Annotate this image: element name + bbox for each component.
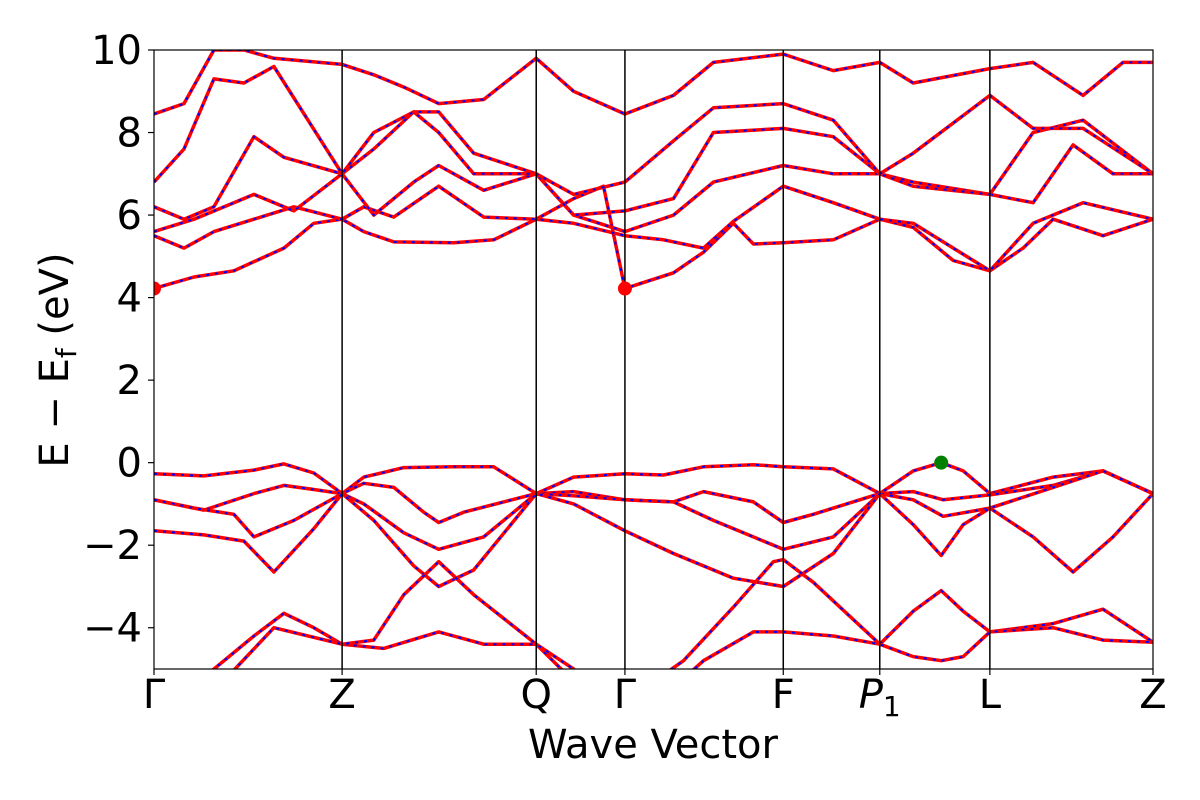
band-2-down (154, 469, 1153, 524)
band-6-down (233, 560, 1153, 669)
y-tick-label: 4 (117, 276, 142, 322)
cbm-marker (617, 281, 632, 296)
band-8-up (154, 184, 1153, 273)
x-tick-label: Γ (143, 672, 166, 718)
y-tick-label: −2 (83, 523, 142, 569)
band-6-up (232, 559, 1153, 669)
x-tick-label: Q (520, 672, 551, 718)
y-tick-label: 8 (117, 111, 142, 157)
x-tick-label-subscript: 1 (883, 690, 901, 723)
band-lines (154, 50, 1153, 669)
x-tick-label: Γ (614, 672, 637, 718)
vbm-marker (934, 455, 949, 470)
cbm-marker-left-edge (154, 281, 161, 296)
y-tick-label: 10 (91, 28, 142, 74)
band-4-up (154, 491, 1153, 589)
x-axis-label: Wave Vector (528, 722, 779, 768)
y-tick-label: −4 (83, 606, 142, 652)
band-12-up (154, 50, 1153, 116)
plot-frame (153, 49, 1154, 670)
y-axis-label-unit: (eV) (32, 252, 78, 348)
y-axis-ticks: −4 −2 0 2 4 6 8 10 (83, 28, 154, 652)
x-tick-label: L (979, 672, 1002, 718)
y-axis-label: E − Ef (eV) (32, 252, 83, 467)
y-tick-label: 0 (117, 441, 142, 487)
extrema-markers (154, 281, 949, 470)
band-11-down (154, 65, 1153, 196)
band-10-up (154, 110, 1153, 221)
band-7-down (154, 185, 1153, 290)
x-axis-ticks: Γ Z Q Γ F P1 L Z (143, 669, 1167, 723)
x-tick-label: Z (1139, 672, 1166, 718)
x-tick-label: Z (328, 672, 355, 718)
y-axis-label-main: E − E (32, 358, 78, 468)
band-9-down (154, 143, 1153, 233)
band-1-up (154, 460, 1153, 496)
x-tick-label: P1 (859, 672, 901, 723)
band-3-down (154, 469, 1153, 551)
band-5-down (212, 558, 1153, 669)
band-4-down (154, 492, 1153, 588)
x-tick-label: F (772, 672, 795, 718)
y-axis-label-subscript: f (50, 347, 83, 358)
y-tick-label: 2 (117, 358, 142, 404)
x-tick-label-main: P (859, 672, 884, 718)
high-symmetry-lines (341, 50, 991, 669)
y-tick-label: 6 (117, 193, 142, 239)
